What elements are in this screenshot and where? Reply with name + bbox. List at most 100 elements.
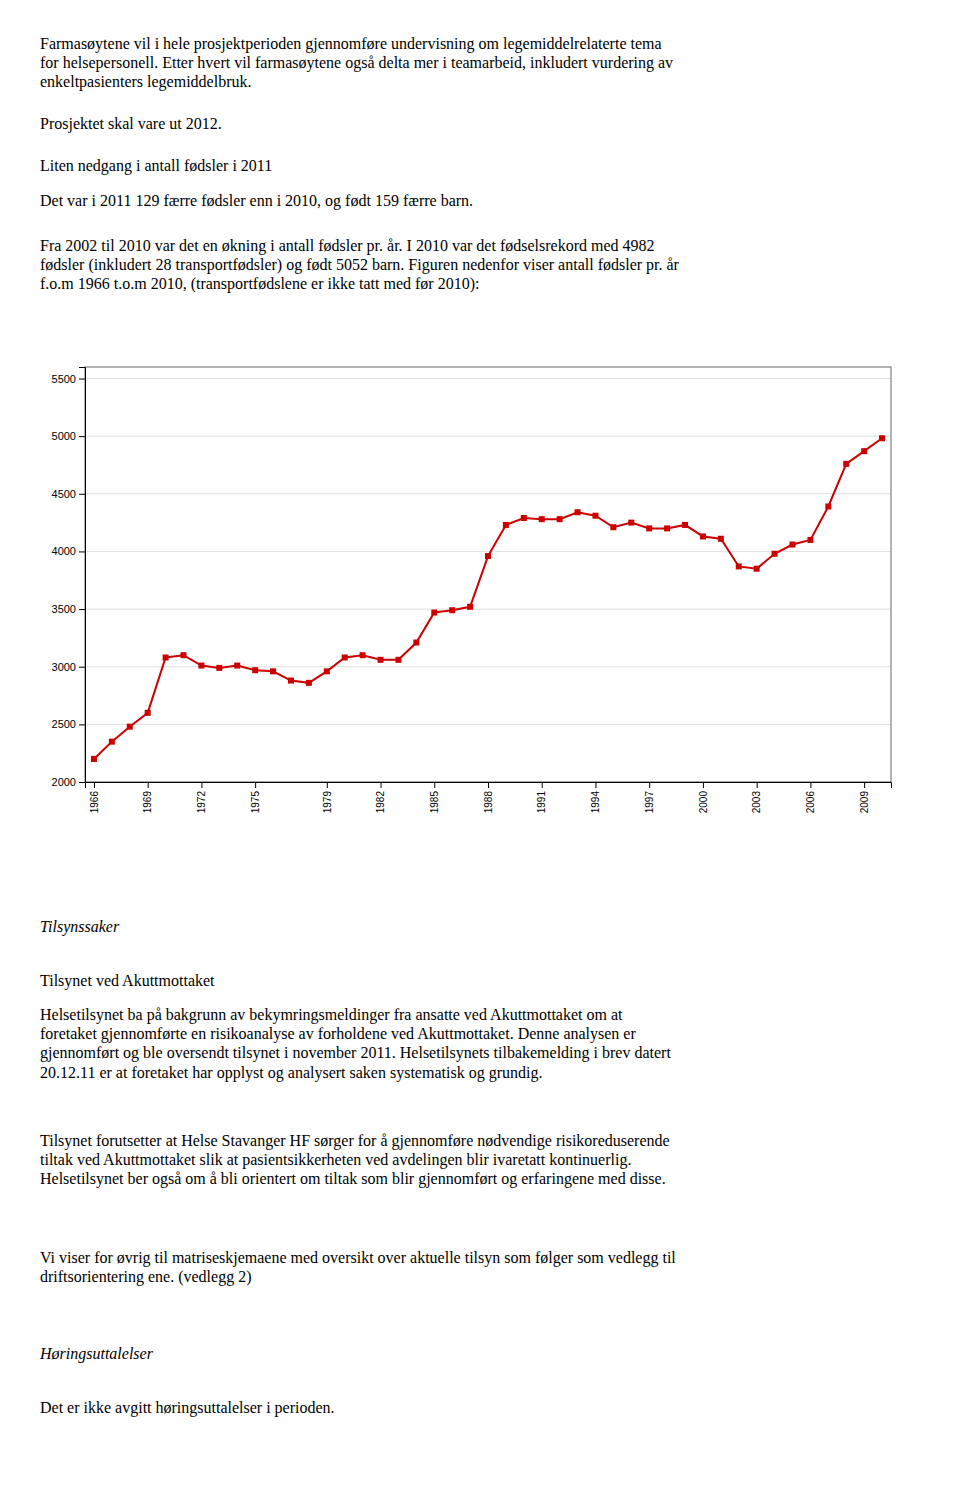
x-tick-mark [327, 782, 328, 788]
y-tick-mark [79, 379, 85, 380]
page: Farmasøytene vil i hele prosjektperioden… [0, 0, 960, 1511]
marker [682, 522, 688, 528]
x-tick-mark [595, 782, 596, 788]
paragraph: Tilsynet ved Akuttmottaket [40, 972, 215, 990]
marker [467, 604, 473, 610]
y-tick: 5000 [52, 430, 85, 442]
marker [163, 655, 169, 661]
marker [592, 513, 598, 519]
x-tick-mark [864, 782, 865, 788]
marker [127, 724, 133, 730]
marker [378, 657, 384, 663]
marker [198, 663, 204, 669]
x-tick: 1979 [322, 782, 333, 813]
marker [234, 663, 240, 669]
y-tick-label: 5000 [52, 430, 76, 442]
paragraph: Det var i 2011 129 færre fødsler enn i 2… [40, 192, 473, 210]
text-line: Farmasøytene vil i hele prosjektperioden… [40, 35, 662, 53]
marker [718, 536, 724, 542]
x-tick-label: 2000 [698, 791, 709, 814]
marker [503, 522, 509, 528]
marker [736, 563, 742, 569]
x-tick: 1985 [429, 782, 440, 813]
text-line: f.o.m 1966 t.o.m 2010, (transportfødslen… [40, 275, 479, 293]
x-tick-mark [757, 782, 758, 788]
marker [628, 520, 634, 526]
x-tick: 1972 [196, 782, 207, 813]
marker [754, 566, 760, 572]
y-tick: 3000 [52, 661, 85, 673]
marker [879, 435, 885, 441]
y-tick-label: 5500 [52, 373, 76, 385]
text-line: Tilsynssaker [40, 918, 120, 936]
text-line: Tilsynet ved Akuttmottaket [40, 972, 215, 990]
x-tick: 1991 [536, 782, 547, 813]
marker [700, 533, 706, 539]
marker [610, 524, 616, 530]
x-tick: 2000 [698, 782, 709, 813]
x-tick-label: 1994 [590, 791, 601, 814]
x-tick-mark [255, 782, 256, 788]
grid-line [85, 493, 891, 494]
marker [413, 640, 419, 646]
y-tick-mark [79, 436, 85, 437]
text-line: Fra 2002 til 2010 var det en økning i an… [40, 237, 655, 255]
grid [85, 379, 891, 782]
marker [521, 515, 527, 521]
paragraph: Liten nedgang i antall fødsler i 2011 [40, 157, 272, 175]
marker [324, 668, 330, 674]
y-tick-label: 4500 [52, 488, 76, 500]
marker [288, 678, 294, 684]
y-tick: 2500 [52, 718, 85, 730]
marker [789, 542, 795, 548]
marker [360, 652, 366, 658]
y-tick-label: 2000 [52, 776, 76, 788]
x-tick-mark [94, 782, 95, 788]
marker [664, 525, 670, 531]
x-tick-label: 1985 [429, 791, 440, 814]
x-tick-label: 1972 [196, 791, 207, 814]
line [94, 438, 882, 759]
x-tick-label: 2003 [751, 791, 762, 814]
text-line: tiltak ved Akuttmottaket slik at pasient… [40, 1151, 631, 1169]
y-axis-line [79, 368, 86, 783]
paragraph: Helsetilsynet ba på bakgrunn av bekymrin… [40, 1006, 671, 1082]
text-line: Det er ikke avgitt høringsuttalelser i p… [40, 1399, 335, 1417]
text-line: foretaket gjennomførte en risikoanalyse … [40, 1025, 636, 1043]
y-tick: 4000 [52, 545, 85, 557]
marker [181, 652, 187, 658]
marker [557, 516, 563, 522]
text-line: Helsetilsynet ber også om å bli orienter… [40, 1170, 666, 1188]
text-line: Høringsuttalelser [39, 1345, 154, 1363]
x-tick-mark [649, 782, 650, 788]
marker [843, 461, 849, 467]
y-tick-label: 3000 [52, 661, 76, 673]
x-tick-label: 1966 [89, 791, 100, 814]
x-tick-mark [201, 782, 202, 788]
text-line: enkeltpasienters legemiddelbruk. [40, 73, 251, 91]
text-line: driftsorientering ene. (vedlegg 2) [40, 1268, 251, 1286]
y-tick-label: 4000 [52, 545, 76, 557]
y-tick-label: 3500 [52, 603, 76, 615]
marker [825, 503, 831, 509]
marker [145, 710, 151, 716]
text-line: for helsepersonell. Etter hvert vil farm… [40, 54, 673, 72]
x-tick-label: 1979 [322, 791, 333, 814]
x-tick: 2003 [751, 782, 762, 813]
marker [646, 525, 652, 531]
text-line: fødsler (inkludert 28 transportfødsler) … [40, 256, 680, 274]
marker [575, 509, 581, 515]
y-tick: 3500 [52, 603, 85, 615]
grid-line [85, 378, 891, 379]
marker [807, 537, 813, 543]
x-tick-label: 1991 [536, 791, 547, 814]
marker [431, 610, 437, 616]
x-tick-label: 1997 [644, 791, 655, 814]
data-marks [91, 435, 885, 762]
x-axis: 1966196919721975197919821985198819911994… [86, 782, 892, 813]
x-tick: 1969 [142, 782, 153, 813]
marker [91, 756, 97, 762]
paragraph: Fra 2002 til 2010 var det en økning i an… [40, 237, 680, 293]
x-tick-label: 1975 [250, 791, 261, 814]
marker [109, 739, 115, 745]
